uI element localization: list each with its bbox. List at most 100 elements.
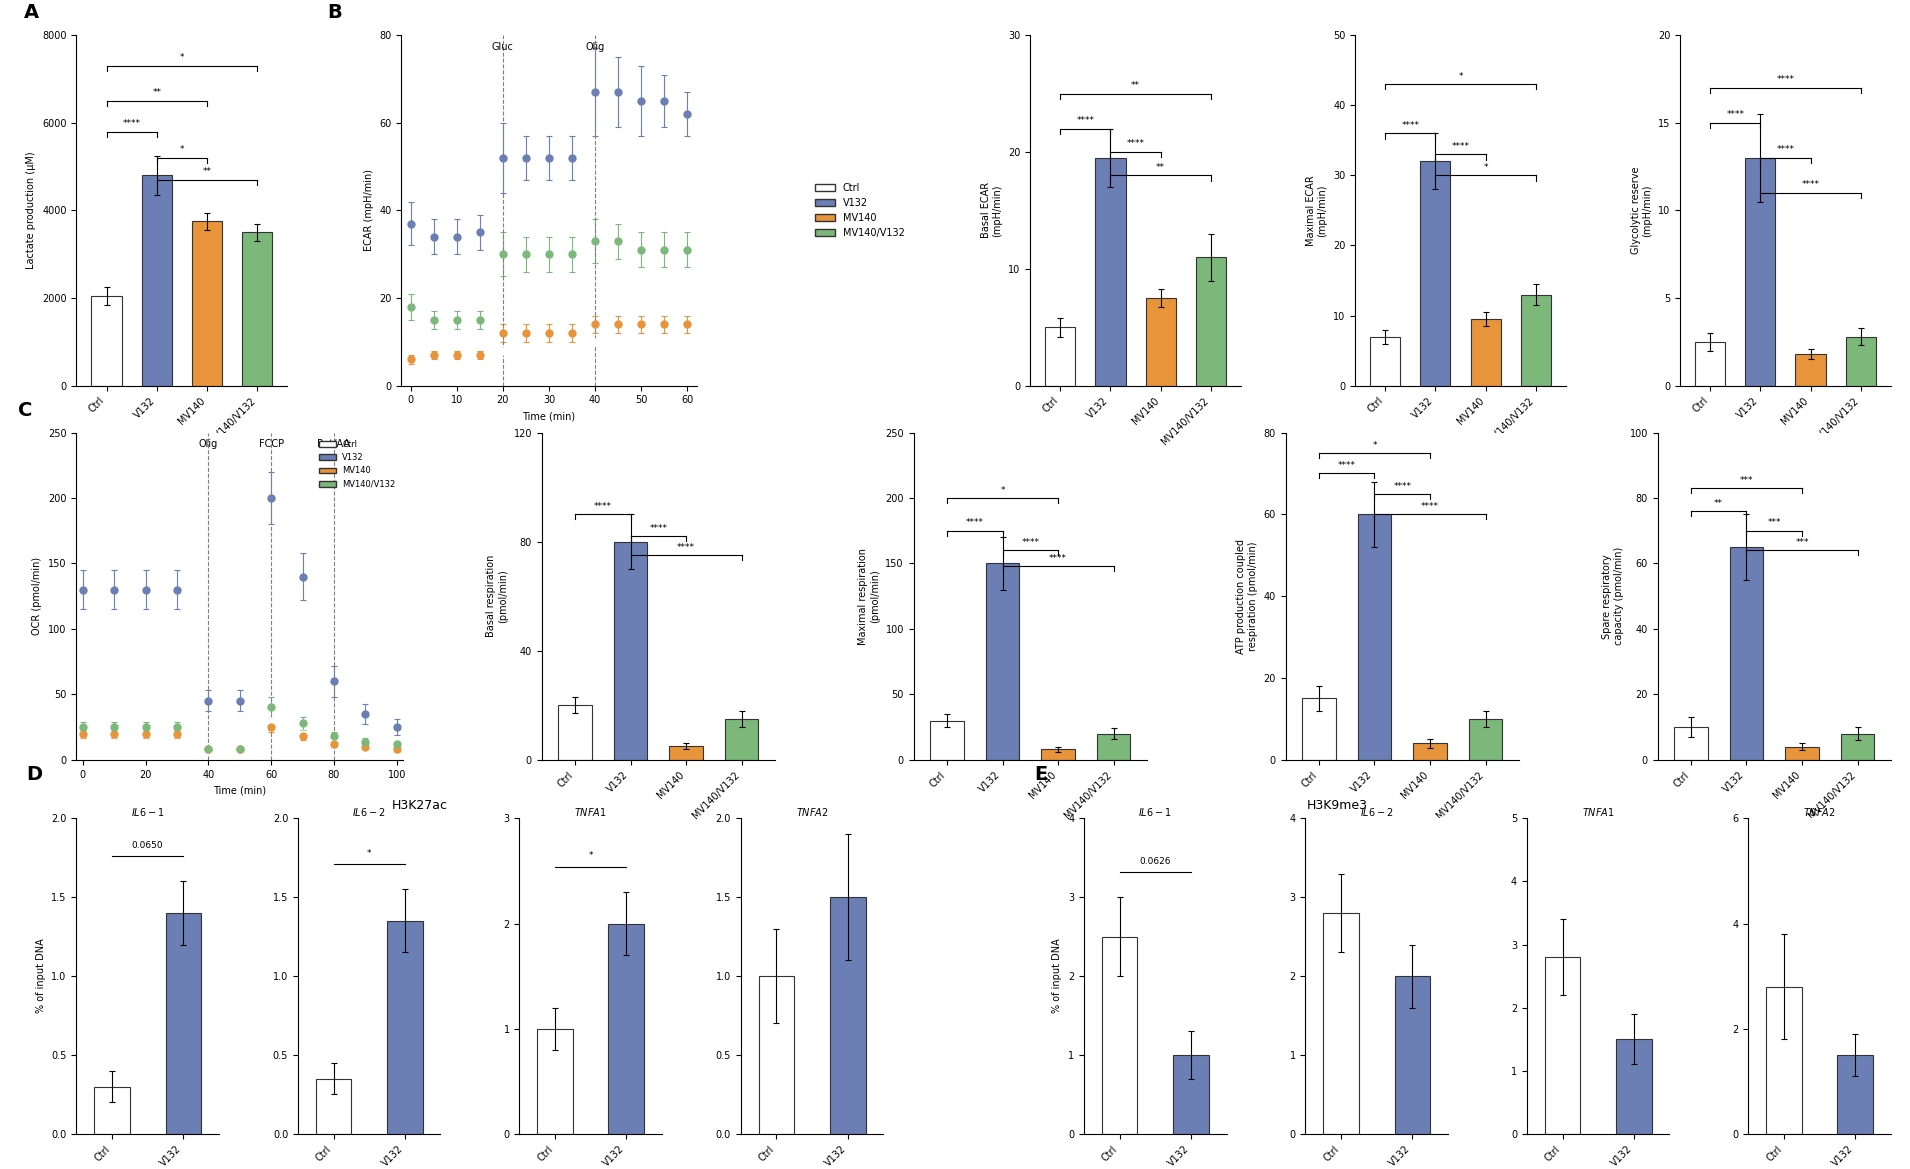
Y-axis label: Spare respiratory
capacity (pmol/min): Spare respiratory capacity (pmol/min) [1602,547,1624,645]
Text: ****: **** [966,519,984,527]
Text: H3K9me3: H3K9me3 [1306,800,1368,812]
Text: ****: **** [1127,139,1144,148]
Bar [1845,337,1876,386]
Y-axis label: ECAR (mpH/min): ECAR (mpH/min) [363,170,374,251]
Bar [1394,976,1431,1134]
Text: ****: **** [1727,110,1744,119]
Text: C: C [17,401,32,420]
X-axis label: Time (min): Time (min) [214,786,265,795]
Bar [1421,161,1450,386]
Text: E: E [1033,766,1047,784]
Bar [1471,319,1501,386]
Bar [1358,514,1390,760]
Bar [1786,747,1818,760]
Text: *: * [1371,441,1377,450]
Text: ****: **** [1402,120,1419,130]
Bar [1767,987,1801,1134]
Y-axis label: Lactate production (μM): Lactate production (μM) [27,152,36,269]
Bar [1746,158,1776,386]
Text: ****: **** [1776,75,1795,84]
Bar [831,898,865,1134]
Text: ****: **** [1077,116,1094,125]
Bar [1196,257,1226,386]
Bar [1520,295,1551,386]
Bar [1694,343,1725,386]
Text: **: ** [202,167,212,177]
Text: ****: **** [678,544,695,552]
Text: Rot/AA: Rot/AA [317,440,350,449]
Text: *: * [180,145,183,154]
Text: ****: **** [649,524,667,533]
Title: $\it{TNFA1}$: $\it{TNFA1}$ [1581,805,1614,817]
Text: **: ** [1131,81,1140,90]
Text: A: A [23,2,38,21]
Text: ****: **** [1776,145,1795,154]
X-axis label: Time (min): Time (min) [523,411,575,421]
Bar [758,976,795,1134]
Text: ****: **** [1801,180,1820,189]
Bar [986,563,1020,760]
Text: ***: *** [1767,519,1780,527]
Title: $\it{IL6-2}$: $\it{IL6-2}$ [1360,805,1394,817]
Bar [1173,1056,1209,1134]
Bar [1545,957,1580,1134]
Text: *: * [180,54,183,62]
Bar [92,296,122,386]
Text: Olig: Olig [586,42,605,53]
Text: *: * [1484,162,1488,172]
Bar [1096,734,1131,760]
Bar [1303,699,1335,760]
Y-axis label: % of input DNA: % of input DNA [36,939,46,1014]
Text: **: ** [153,89,160,97]
Text: **: ** [1156,162,1165,172]
Text: *: * [1001,486,1005,494]
Y-axis label: Basal ECAR
(mpH/min): Basal ECAR (mpH/min) [982,182,1003,238]
Text: ****: **** [594,503,611,511]
Y-axis label: Basal respiration
(pmol/min): Basal respiration (pmol/min) [487,555,508,637]
Text: ****: **** [1421,503,1438,511]
Text: Gluc: Gluc [493,42,514,53]
Bar [1102,936,1136,1134]
Bar [726,719,758,760]
Bar [930,720,965,760]
Text: *: * [367,849,371,858]
Bar [1616,1039,1652,1134]
Bar [558,705,592,760]
Text: ****: **** [122,119,141,129]
Bar [1369,337,1400,386]
Bar [141,175,172,386]
Text: B: B [327,2,342,21]
Title: $\it{TNFA2}$: $\it{TNFA2}$ [1803,805,1836,817]
Text: D: D [27,766,42,784]
Y-axis label: Maximal ECAR
(mpH/min): Maximal ECAR (mpH/min) [1306,175,1327,245]
Text: ****: **** [1392,482,1411,491]
Bar [166,913,201,1134]
Y-axis label: Maximal respiration
(pmol/min): Maximal respiration (pmol/min) [858,548,881,644]
Bar [670,746,703,760]
Bar [1837,1056,1874,1134]
Text: *: * [1457,71,1463,81]
Text: Olig: Olig [199,440,218,449]
Bar [1146,298,1177,386]
Bar [1795,354,1826,386]
Text: ****: **** [1337,462,1356,470]
Legend: Ctrl, V132, MV140, MV140/V132: Ctrl, V132, MV140, MV140/V132 [315,437,399,492]
Bar [388,921,422,1134]
Bar [315,1079,351,1134]
Text: ***: *** [1740,476,1753,485]
Legend: Ctrl, V132, MV140, MV140/V132: Ctrl, V132, MV140, MV140/V132 [816,184,905,237]
Title: $\it{TNFA1}$: $\it{TNFA1}$ [575,805,607,817]
Y-axis label: % of input DNA: % of input DNA [1052,939,1062,1014]
Text: ***: *** [1795,538,1809,547]
Bar [1045,327,1075,386]
Bar [1841,734,1874,760]
Text: H3K27ac: H3K27ac [392,800,449,812]
Text: **: ** [1713,499,1723,507]
Text: 0.0650: 0.0650 [132,841,164,850]
Text: 0.0626: 0.0626 [1140,857,1171,865]
Title: $\it{TNFA2}$: $\it{TNFA2}$ [796,805,829,817]
Bar [1096,158,1125,386]
Bar [609,924,644,1134]
Y-axis label: Glycolytic reserve
(mpH/min): Glycolytic reserve (mpH/min) [1631,167,1652,254]
Title: $\it{IL6-1}$: $\it{IL6-1}$ [1138,805,1173,817]
